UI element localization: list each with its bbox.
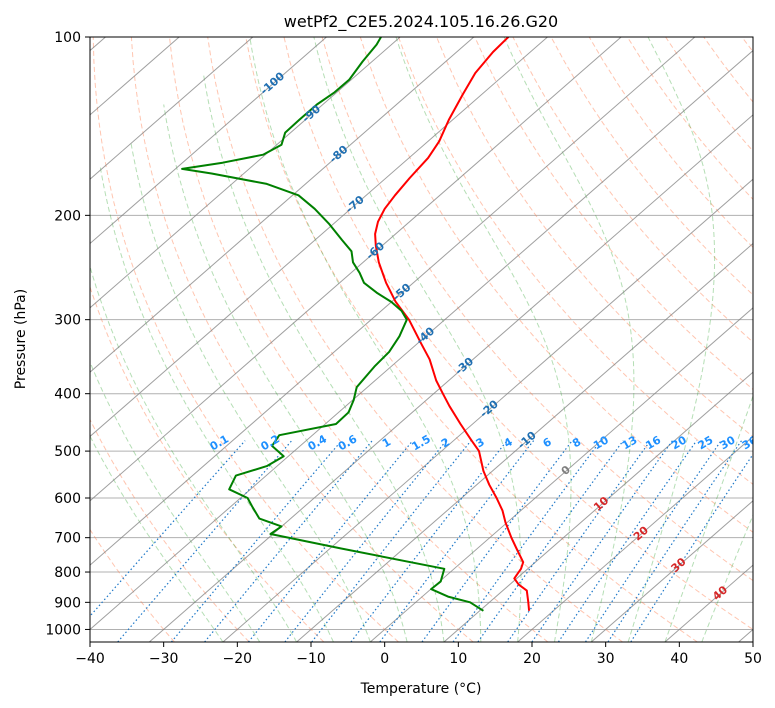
moist-adiabat-line [313,37,522,642]
x-tick-label: 20 [523,651,541,667]
mixing-ratio-line [421,440,573,642]
isotherm-line [90,37,622,502]
y-axis-label: Pressure (hPa) [13,289,29,389]
mixing-ratio-line [204,440,373,642]
mixing-ratio-line [311,440,472,642]
x-axis-label: Temperature (°C) [360,681,482,697]
x-axis-ticks: −40 −30 −20 −10 0 10 20 30 40 50 [75,642,762,667]
dewpoint-line [181,37,484,612]
moist-adiabat-line [627,37,716,642]
mixing-ratio-line [90,440,246,618]
x-tick-label: 0 [380,651,389,667]
isotherm-line [443,371,753,642]
mixing-ratio-line [117,440,293,642]
y-tick-label: 400 [54,387,81,403]
moist-adiabat-line [664,394,753,642]
mixing-ratio-line [531,440,673,642]
x-tick-label: 40 [670,651,688,667]
isotherm-line [90,49,753,631]
dry-adiabat-line [207,37,623,642]
moist-adiabat-line [202,72,445,642]
isotherm-line [222,178,753,642]
moist-adiabat-line [503,37,635,642]
x-tick-label: 30 [597,651,615,667]
isotherm-line [590,500,753,642]
isotherm-line [90,37,401,309]
temperature-line [374,37,531,611]
dry-adiabat-line [130,37,474,642]
isotherm-line [90,37,327,245]
x-tick-label: −40 [75,651,105,667]
chart-title: wetPf2_C2E5.2024.105.16.26.G20 [284,12,558,32]
x-tick-label: −30 [149,651,179,667]
dry-adiabat-line [474,37,753,391]
mixing-ratio-line [452,440,602,642]
y-tick-label: 300 [54,313,81,329]
moist-adiabat-line [90,264,298,642]
isotherm-line [90,37,548,438]
moist-adiabat-line [99,165,334,642]
moist-adiabat-line [163,104,408,642]
dry-adiabat-line [398,37,753,485]
moist-adiabat-line [249,37,482,642]
mixing-ratio-line [557,440,698,642]
dry-adiabat-line [550,37,753,296]
isotherm-line [517,435,753,642]
y-tick-label: 700 [54,531,81,547]
x-tick-label: −10 [296,651,326,667]
pressure-gridlines [90,37,753,630]
y-tick-label: 100 [54,30,81,46]
plot-frame [89,36,754,643]
dry-adiabat-line [169,37,549,642]
isotherm-line [90,37,475,373]
profile-series [181,37,531,612]
x-tick-label: 10 [449,651,467,667]
mixing-ratio-line [584,440,722,642]
isotherm-line [90,37,254,180]
moist-adiabat-line [90,435,224,642]
isotherm-line [369,307,753,642]
y-tick-label: 800 [54,565,81,581]
dry-adiabat-line [359,37,753,533]
dry-adiabat-line [90,285,325,642]
mixing-ratio-line [630,453,753,642]
y-axis-ticks: 100 200 300 400 500 600 700 800 900 1000 [45,30,90,638]
y-tick-label: 1000 [45,622,81,638]
isotherm-line [90,37,696,566]
background-lines [90,37,753,642]
x-tick-label: 50 [744,651,762,667]
mixing-ratio-line [247,440,414,642]
y-tick-label: 500 [54,444,81,460]
isotherm-line [296,242,753,642]
dry-adiabat-line [321,37,753,582]
y-tick-label: 900 [54,595,81,611]
dry-adiabat-line [90,418,250,642]
dry-adiabat-line [283,37,753,631]
mixing-ratio-line [284,440,447,642]
mixing-ratio-line [607,440,743,642]
isotherm-line [148,114,753,642]
y-tick-label: 600 [54,491,81,507]
moist-adiabat-line [395,37,572,642]
y-tick-label: 200 [54,208,81,224]
x-tick-label: −20 [223,651,253,667]
